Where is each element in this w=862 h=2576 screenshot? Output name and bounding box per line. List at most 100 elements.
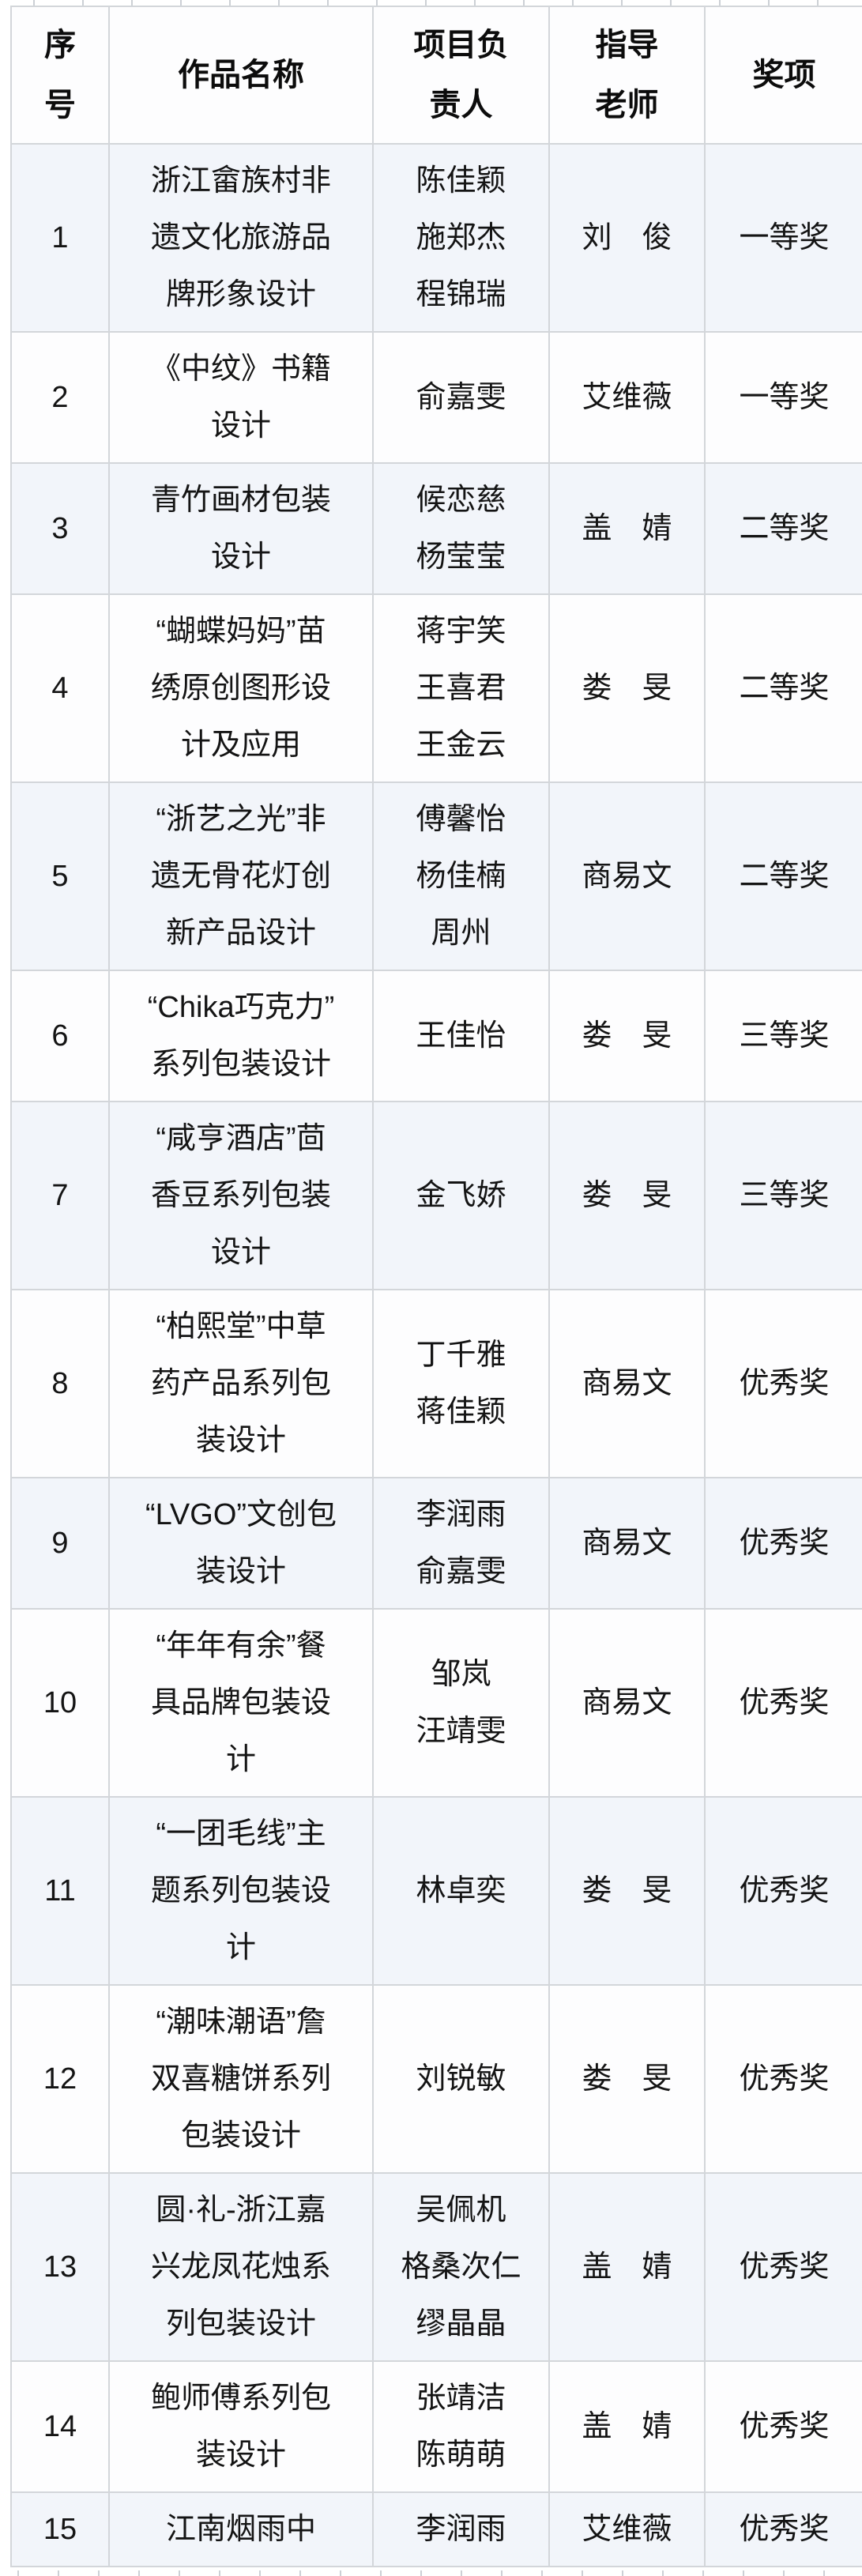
cell-serial-number: 1 — [10, 143, 110, 333]
cell-advisor: 商易文 — [548, 1477, 706, 1610]
cell-project-leader: 蒋宇笑 王喜君 王金云 — [372, 593, 550, 783]
cell-award: 优秀奖 — [704, 1289, 862, 1478]
cell-work-title: “柏熙堂”中草 药产品系列包 装设计 — [108, 1289, 374, 1478]
cell-work-title: “一团毛线”主 题系列包装设 计 — [108, 1796, 374, 1986]
cell-serial-number: 6 — [10, 970, 110, 1102]
cell-award: 优秀奖 — [704, 2491, 862, 2567]
cell-advisor: 娄 旻 — [548, 593, 706, 783]
cell-work-title: “潮味潮语”詹 双喜糖饼系列 包装设计 — [108, 1984, 374, 2174]
cell-project-leader: 吴佩机 格桑次仁 缪晶晶 — [372, 2172, 550, 2362]
cell-serial-number: 15 — [10, 2491, 110, 2567]
cell-serial-number: 8 — [10, 1289, 110, 1478]
cell-work-title: “LVGO”文创包 装设计 — [108, 1477, 374, 1610]
table-row: 1 浙江畲族村非 遗文化旅游品 牌形象设计 陈佳颖 施郑杰 程锦瑞 刘 俊 一等… — [10, 143, 862, 333]
cell-award: 三等奖 — [704, 970, 862, 1102]
table-row: 2 《中纹》书籍 设计 俞嘉雯 艾维薇 一等奖 — [10, 331, 862, 464]
cropped-row-above — [33, 0, 862, 6]
cell-work-title: 鲍师傅系列包 装设计 — [108, 2360, 374, 2493]
table-row: 7 “咸亨酒店”茴 香豆系列包装 设计 金飞娇 娄 旻 三等奖 — [10, 1101, 862, 1290]
table-body: 1 浙江畲族村非 遗文化旅游品 牌形象设计 陈佳颖 施郑杰 程锦瑞 刘 俊 一等… — [10, 143, 862, 2567]
cell-advisor: 盖 婧 — [548, 2172, 706, 2362]
cell-advisor: 商易文 — [548, 1289, 706, 1478]
cell-work-title: 浙江畲族村非 遗文化旅游品 牌形象设计 — [108, 143, 374, 333]
header-serial-number: 序 号 — [10, 6, 110, 145]
cell-project-leader: 王佳怡 — [372, 970, 550, 1102]
cell-advisor: 娄 旻 — [548, 970, 706, 1102]
header-work-title: 作品名称 — [108, 6, 374, 145]
cell-project-leader: 邹岚 汪靖雯 — [372, 1608, 550, 1798]
cell-award: 优秀奖 — [704, 1984, 862, 2174]
cell-serial-number: 11 — [10, 1796, 110, 1986]
cell-project-leader: 金飞娇 — [372, 1101, 550, 1290]
cell-project-leader: 李润雨 俞嘉雯 — [372, 1477, 550, 1610]
table-row: 8 “柏熙堂”中草 药产品系列包 装设计 丁千雅 蒋佳颖 商易文 优秀奖 — [10, 1289, 862, 1478]
cell-serial-number: 3 — [10, 462, 110, 595]
cell-serial-number: 14 — [10, 2360, 110, 2493]
cell-serial-number: 5 — [10, 781, 110, 971]
table-row: 12 “潮味潮语”詹 双喜糖饼系列 包装设计 刘锐敏 娄 旻 优秀奖 — [10, 1984, 862, 2174]
table-row: 14 鲍师傅系列包 装设计 张靖洁 陈萌萌 盖 婧 优秀奖 — [10, 2360, 862, 2493]
cell-award: 二等奖 — [704, 781, 862, 971]
cell-project-leader: 傅馨怡 杨佳楠 周州 — [372, 781, 550, 971]
cell-work-title: “年年有余”餐 具品牌包装设 计 — [108, 1608, 374, 1798]
cell-award: 一等奖 — [704, 331, 862, 464]
table-row: 5 “浙艺之光”非 遗无骨花灯创 新产品设计 傅馨怡 杨佳楠 周州 商易文 二等… — [10, 781, 862, 971]
cell-serial-number: 12 — [10, 1984, 110, 2174]
cell-work-title: “蝴蝶妈妈”苗 绣原创图形设 计及应用 — [108, 593, 374, 783]
cell-award: 二等奖 — [704, 462, 862, 595]
cell-work-title: 青竹画材包装 设计 — [108, 462, 374, 595]
cell-work-title: 圆·礼-浙江嘉 兴龙凤花烛系 列包装设计 — [108, 2172, 374, 2362]
header-advisor: 指导 老师 — [548, 6, 706, 145]
cell-serial-number: 4 — [10, 593, 110, 783]
table-row: 6 “Chika巧克力” 系列包装设计 王佳怡 娄 旻 三等奖 — [10, 970, 862, 1102]
cell-award: 优秀奖 — [704, 2172, 862, 2362]
cell-work-title: 江南烟雨中 — [108, 2491, 374, 2567]
cell-advisor: 娄 旻 — [548, 1796, 706, 1986]
cell-project-leader: 丁千雅 蒋佳颖 — [372, 1289, 550, 1478]
cell-project-leader: 候恋慈 杨莹莹 — [372, 462, 550, 595]
cell-project-leader: 李润雨 — [372, 2491, 550, 2567]
cell-work-title: “Chika巧克力” 系列包装设计 — [108, 970, 374, 1102]
cell-project-leader: 张靖洁 陈萌萌 — [372, 2360, 550, 2493]
cell-advisor: 商易文 — [548, 781, 706, 971]
cell-serial-number: 2 — [10, 331, 110, 464]
cell-project-leader: 陈佳颖 施郑杰 程锦瑞 — [372, 143, 550, 333]
table-row: 4 “蝴蝶妈妈”苗 绣原创图形设 计及应用 蒋宇笑 王喜君 王金云 娄 旻 二等… — [10, 593, 862, 783]
cell-advisor: 盖 婧 — [548, 462, 706, 595]
table-row: 13 圆·礼-浙江嘉 兴龙凤花烛系 列包装设计 吴佩机 格桑次仁 缪晶晶 盖 婧… — [10, 2172, 862, 2362]
cell-serial-number: 10 — [10, 1608, 110, 1798]
cell-advisor: 刘 俊 — [548, 143, 706, 333]
cell-advisor: 娄 旻 — [548, 1984, 706, 2174]
cell-serial-number: 13 — [10, 2172, 110, 2362]
cell-award: 优秀奖 — [704, 1608, 862, 1798]
header-project-leader: 项目负 责人 — [372, 6, 550, 145]
cell-serial-number: 9 — [10, 1477, 110, 1610]
cell-award: 三等奖 — [704, 1101, 862, 1290]
awards-table: 序 号 作品名称 项目负 责人 指导 老师 奖项 1 浙江畲族村非 遗文化旅游品… — [10, 6, 862, 2567]
table-row: 10 “年年有余”餐 具品牌包装设 计 邹岚 汪靖雯 商易文 优秀奖 — [10, 1608, 862, 1798]
cropped-row-below — [17, 2570, 862, 2576]
cell-award: 二等奖 — [704, 593, 862, 783]
table-row: 3 青竹画材包装 设计 候恋慈 杨莹莹 盖 婧 二等奖 — [10, 462, 862, 595]
header-award: 奖项 — [704, 6, 862, 145]
cell-project-leader: 林卓奕 — [372, 1796, 550, 1986]
cell-award: 一等奖 — [704, 143, 862, 333]
cell-advisor: 艾维薇 — [548, 331, 706, 464]
cell-advisor: 商易文 — [548, 1608, 706, 1798]
cell-project-leader: 俞嘉雯 — [372, 331, 550, 464]
cell-work-title: “浙艺之光”非 遗无骨花灯创 新产品设计 — [108, 781, 374, 971]
cell-advisor: 娄 旻 — [548, 1101, 706, 1290]
cell-serial-number: 7 — [10, 1101, 110, 1290]
table-row: 15 江南烟雨中 李润雨 艾维薇 优秀奖 — [10, 2491, 862, 2567]
table-row: 11 “一团毛线”主 题系列包装设 计 林卓奕 娄 旻 优秀奖 — [10, 1796, 862, 1986]
cell-award: 优秀奖 — [704, 1477, 862, 1610]
cell-advisor: 盖 婧 — [548, 2360, 706, 2493]
cell-advisor: 艾维薇 — [548, 2491, 706, 2567]
cell-project-leader: 刘锐敏 — [372, 1984, 550, 2174]
cell-work-title: 《中纹》书籍 设计 — [108, 331, 374, 464]
cell-award: 优秀奖 — [704, 2360, 862, 2493]
header-row: 序 号 作品名称 项目负 责人 指导 老师 奖项 — [10, 6, 862, 145]
table-header: 序 号 作品名称 项目负 责人 指导 老师 奖项 — [10, 6, 862, 145]
table-row: 9 “LVGO”文创包 装设计 李润雨 俞嘉雯 商易文 优秀奖 — [10, 1477, 862, 1610]
